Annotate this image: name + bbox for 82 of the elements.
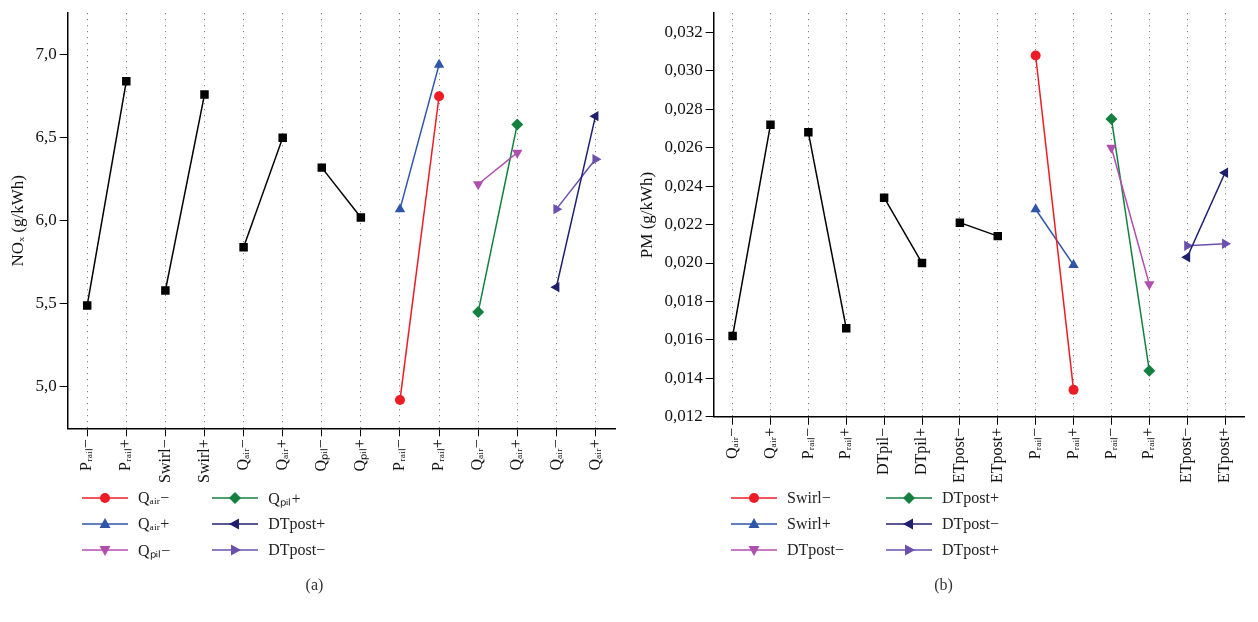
- point: [842, 324, 851, 333]
- legend-label: DTpost−: [942, 515, 1000, 533]
- point: [434, 91, 445, 102]
- point: [1030, 50, 1041, 61]
- text: (b): [933, 576, 954, 594]
- point: [122, 77, 131, 86]
- legend-label: Qₐᵢᵣ−: [138, 489, 170, 507]
- y-tick-label: 0,030: [664, 60, 703, 80]
- point: [879, 193, 889, 202]
- x-tick-label: Qₐᵢᵣ+: [272, 439, 290, 471]
- y-tick-label: 0,014: [664, 367, 704, 387]
- point: [82, 301, 92, 310]
- x-tick-label: Pᵣₐᵢₗ+: [1063, 427, 1081, 460]
- legend-label: Qₚᵢₗ+: [268, 489, 301, 509]
- x-tick-label: Qₐᵢᵣ−: [468, 439, 486, 471]
- point: [511, 118, 524, 131]
- x-tick-label: Qₐᵢᵣ−: [722, 427, 740, 460]
- y-tick-label: 0,018: [664, 290, 703, 310]
- y-tick-label: 0,022: [664, 214, 703, 234]
- x-tick-label: DTpil−: [874, 427, 893, 476]
- legend-label: DTpost+: [942, 541, 1000, 559]
- y-tick-label: 0,012: [664, 406, 703, 426]
- x-tick-label: Qₐᵢᵣ−: [233, 439, 251, 471]
- y-tick-label: 0,028: [664, 98, 703, 118]
- x-tick-label: Qₐᵢᵣ+: [760, 427, 778, 460]
- x-tick-label: Qₐᵢᵣ+: [585, 439, 603, 471]
- point: [472, 306, 485, 319]
- point: [955, 218, 965, 227]
- x-tick-label: Pᵣₐᵢₗ+: [429, 439, 447, 471]
- y-axis-title: NOₓ (g/kWh): [7, 175, 27, 267]
- point: [394, 395, 405, 406]
- point: [278, 133, 287, 142]
- legend-label: DTpost−: [787, 541, 845, 559]
- x-tick-label: ETpost−: [950, 427, 969, 484]
- x-tick-label: Pᵣₐᵢₗ+: [836, 427, 854, 460]
- point: [728, 331, 737, 341]
- point: [1143, 364, 1156, 377]
- legend-label: Swirl−: [787, 489, 831, 507]
- y-tick-label: 0,016: [664, 329, 703, 349]
- x-tick-label: ETpost−: [1177, 427, 1196, 484]
- x-tick-label: ETpost+: [987, 427, 1006, 484]
- text: (a): [304, 576, 325, 594]
- x-tick-label: Qₐᵢᵣ−: [546, 439, 564, 471]
- y-axis-title: PM (g/kWh): [636, 171, 656, 259]
- x-tick-label: Pᵣₐᵢₗ−: [390, 439, 408, 471]
- x-tick-label: Pᵣₐᵢₗ−: [798, 427, 816, 460]
- y-tick-label: 0,020: [664, 252, 703, 272]
- point: [317, 163, 327, 172]
- x-tick-label: Pᵣₐᵢₗ−: [1025, 427, 1043, 460]
- y-tick-label: 6,5: [35, 127, 57, 147]
- y-tick-label: 0,026: [664, 137, 703, 157]
- y-tick-label: 0,032: [664, 21, 703, 41]
- y-tick-label: 7,0: [35, 44, 57, 64]
- x-tick-label: Swirl−: [155, 439, 173, 484]
- legend-label: DTpost−: [268, 541, 326, 559]
- x-tick-label: Qₚᵢₗ+: [351, 439, 370, 472]
- legend-label: DTpost+: [942, 489, 1000, 507]
- y-tick-label: 5,0: [35, 376, 57, 396]
- y-tick-label: 6,0: [35, 210, 57, 230]
- legend-label: Swirl+: [787, 515, 831, 533]
- x-tick-label: Pᵣₐᵢₗ−: [77, 439, 95, 471]
- x-tick-label: Qₚᵢₗ−: [311, 439, 330, 472]
- point: [1068, 384, 1079, 395]
- point: [200, 90, 209, 99]
- x-tick-label: Pᵣₐᵢₗ−: [1101, 427, 1119, 460]
- y-tick-label: 0,024: [664, 175, 704, 195]
- y-tick-label: 5,5: [35, 293, 57, 313]
- legend-label: DTpost+: [268, 515, 326, 533]
- x-tick-label: ETpost+: [1215, 427, 1234, 484]
- point: [239, 243, 248, 252]
- point: [804, 128, 813, 137]
- legend-label: Qₐᵢᵣ+: [138, 515, 170, 533]
- x-tick-label: Pᵣₐᵢₗ+: [116, 439, 134, 471]
- legend-label: Qₚᵢₗ−: [138, 541, 171, 561]
- point: [766, 120, 775, 129]
- point: [1105, 112, 1118, 125]
- x-tick-label: Pᵣₐᵢₗ+: [1139, 427, 1157, 460]
- x-tick-label: Swirl+: [194, 439, 212, 484]
- x-tick-label: DTpil+: [912, 427, 931, 476]
- x-tick-label: Qₐᵢᵣ+: [507, 439, 525, 471]
- point: [161, 286, 170, 295]
- point: [356, 213, 366, 222]
